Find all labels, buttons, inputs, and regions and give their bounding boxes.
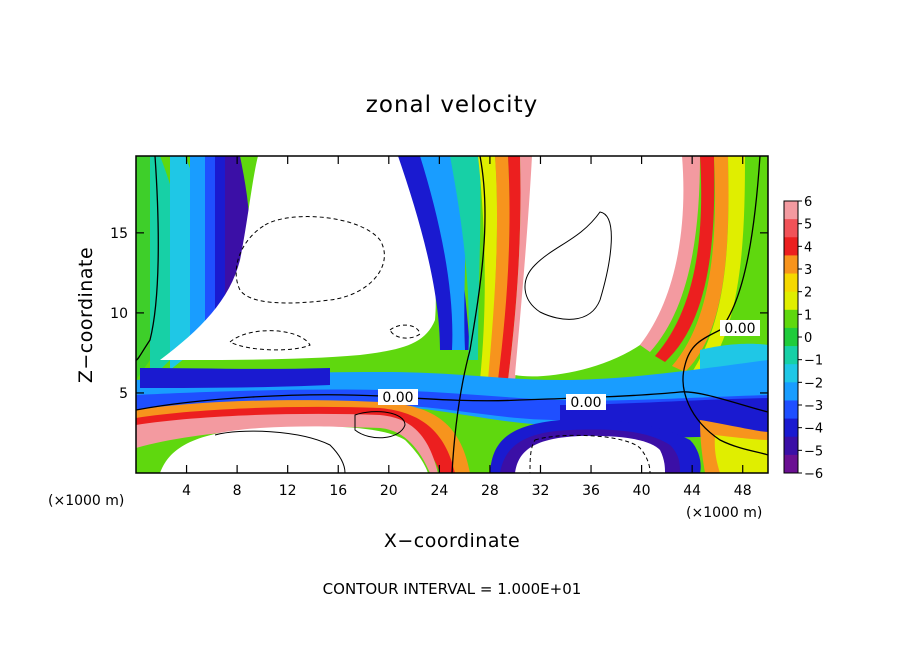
chart-title: zonal velocity <box>366 92 538 118</box>
colorbar-swatch <box>784 219 798 238</box>
colorbar-swatch <box>784 346 798 365</box>
colorbar-tick-label: 4 <box>804 240 812 255</box>
y-tick-label: 5 <box>119 386 128 402</box>
colorbar-tick-label: −5 <box>804 444 823 459</box>
colorbar-swatch <box>784 382 798 401</box>
x-tick-label: 36 <box>582 483 600 499</box>
colorbar-swatch <box>784 309 798 329</box>
colorbar: 6 5 4 3 2 1 0 −1 −2 −3 −4 −5 −6 <box>783 195 823 482</box>
x-tick-label: 16 <box>329 483 347 499</box>
colorbar-swatch <box>784 454 798 474</box>
x-tick-label: 28 <box>481 483 499 499</box>
colorbar-swatch <box>784 255 798 275</box>
colorbar-tick-label: 1 <box>804 308 812 323</box>
y-tick-label: 15 <box>110 226 128 242</box>
contour-labels: 0.00 0.00 0.00 <box>378 320 760 411</box>
x-tick-label: 40 <box>633 483 651 499</box>
colorbar-swatch <box>784 400 798 420</box>
colorbar-tick-label: −4 <box>804 422 823 437</box>
x-tick-label: 20 <box>380 483 398 499</box>
x-unit-left: (×1000 m) <box>48 493 124 509</box>
colorbar-swatch <box>784 291 798 311</box>
velocity-field <box>136 156 768 473</box>
colorbar-tick-label: −1 <box>804 354 823 369</box>
colorbar-tick-label: −6 <box>804 467 823 482</box>
y-axis-label: Z−coordinate <box>75 247 97 383</box>
x-tick-label: 32 <box>532 483 550 499</box>
contour-label-1: 0.00 <box>382 390 413 406</box>
colorbar-tick-label: 2 <box>804 286 812 301</box>
contour-label-3: 0.00 <box>724 321 755 337</box>
x-tick-label: 4 <box>182 483 191 499</box>
colorbar-swatch <box>784 436 798 456</box>
x-tick-label: 44 <box>683 483 701 499</box>
x-tick-label: 12 <box>279 483 297 499</box>
contour-label-2: 0.00 <box>570 395 601 411</box>
x-unit-right: (×1000 m) <box>686 505 762 521</box>
colorbar-tick-label: −2 <box>804 376 823 391</box>
x-tick-label: 48 <box>734 483 752 499</box>
colorbar-swatch <box>784 418 798 438</box>
colorbar-swatch <box>784 273 798 293</box>
colorbar-tick-label: −3 <box>804 399 823 414</box>
x-axis-label: X−coordinate <box>384 530 520 552</box>
colorbar-swatch <box>784 327 798 347</box>
contour-interval-note: CONTOUR INTERVAL = 1.000E+01 <box>323 580 582 598</box>
x-axis: 4 8 12 16 20 24 28 32 36 40 44 48 <box>182 156 752 499</box>
colorbar-swatch <box>784 237 798 256</box>
y-tick-label: 10 <box>110 306 128 322</box>
colorbar-tick-label: 5 <box>804 218 812 233</box>
colorbar-swatch <box>784 364 798 383</box>
colorbar-tick-label: 3 <box>804 263 812 278</box>
x-tick-label: 8 <box>233 483 242 499</box>
colorbar-swatch <box>784 201 798 220</box>
x-tick-label: 24 <box>430 483 448 499</box>
colorbar-tick-label: 0 <box>804 331 812 346</box>
colorbar-tick-label: 6 <box>804 195 812 210</box>
y-axis: 5 10 15 <box>110 226 768 402</box>
plot-frame <box>135 155 769 474</box>
